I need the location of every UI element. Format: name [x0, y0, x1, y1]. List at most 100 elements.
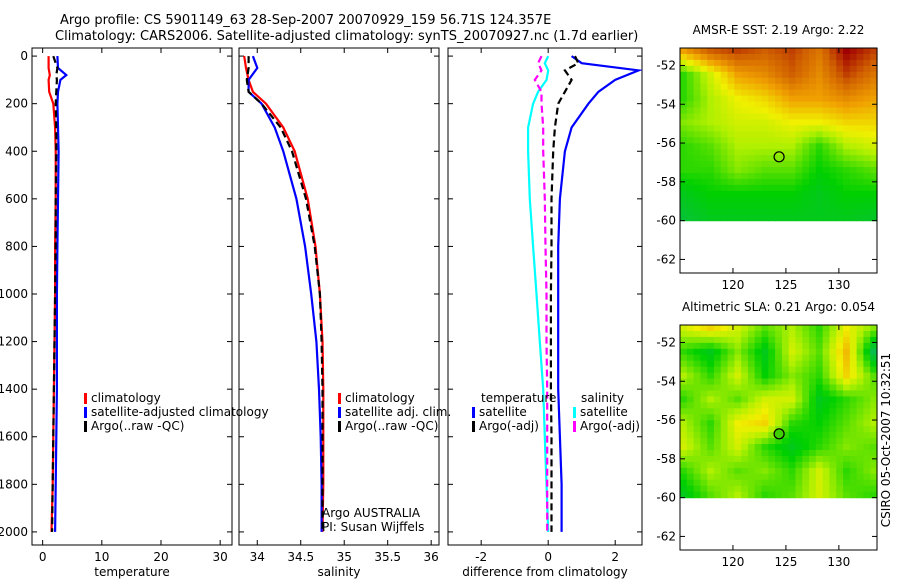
y-tick-label: -60 — [656, 214, 676, 228]
heatmap-cell — [788, 149, 797, 156]
heatmap-cell — [693, 479, 701, 487]
heatmap-cell — [870, 208, 878, 216]
heatmap-cell — [856, 491, 865, 499]
heatmap-cell — [829, 414, 837, 421]
heatmap-cell — [720, 390, 729, 398]
heatmap-cell — [843, 384, 851, 392]
heatmap-cell — [754, 190, 763, 198]
heatmap-cell — [775, 467, 783, 475]
heatmap-cell — [843, 479, 851, 487]
heatmap-cell — [843, 113, 851, 121]
heatmap-cell — [781, 402, 790, 409]
heatmap-cell — [761, 455, 769, 463]
heatmap-cell — [829, 89, 837, 97]
heatmap-cell — [680, 190, 688, 198]
heatmap-cell — [768, 143, 776, 150]
legend-label: satellite adj. clim. — [345, 405, 451, 419]
heatmap-cell — [768, 53, 776, 61]
heatmap-cell — [809, 330, 817, 338]
heatmap-cell — [863, 208, 871, 216]
heatmap-cell — [707, 378, 715, 386]
heatmap-cell — [870, 89, 878, 97]
heatmap-cell — [768, 384, 776, 392]
heatmap-cell — [788, 155, 797, 162]
heatmap-cell — [809, 184, 817, 192]
heatmap-cell — [822, 348, 831, 356]
heatmap-cell — [809, 402, 817, 409]
heatmap-cell — [802, 342, 810, 350]
x-tick-label: 36 — [424, 550, 439, 564]
heatmap-cell — [815, 77, 824, 85]
heatmap-cell — [741, 167, 749, 174]
heatmap-cell — [693, 372, 701, 380]
heatmap-cell — [843, 467, 851, 475]
heatmap-cell — [754, 360, 763, 368]
heatmap-cell — [822, 485, 831, 493]
heatmap-cell — [781, 473, 790, 481]
heatmap-cell — [836, 125, 844, 132]
heatmap-cell — [741, 71, 749, 79]
heatmap-cell — [768, 473, 776, 481]
heatmap-cell — [761, 202, 769, 210]
heatmap-cell — [781, 479, 790, 487]
heatmap-cell — [775, 473, 783, 481]
heatmap-cell — [788, 408, 797, 415]
heatmap-cell — [843, 161, 851, 168]
heatmap-cell — [768, 372, 776, 380]
heatmap-cell — [809, 53, 817, 61]
heatmap-cell — [856, 366, 865, 374]
argo-position-marker — [773, 428, 785, 440]
heatmap-cell — [741, 137, 749, 144]
heatmap-cell — [870, 420, 878, 427]
heatmap-cell — [727, 325, 735, 332]
heatmap-cell — [870, 77, 878, 85]
heatmap-cell — [849, 77, 858, 85]
heatmap-cell — [802, 107, 810, 115]
heatmap-cell — [700, 354, 708, 362]
heatmap-cell — [693, 444, 701, 451]
heatmap-cell — [809, 214, 817, 222]
heatmap-cell — [747, 432, 756, 439]
heatmap-cell — [761, 155, 769, 162]
heatmap-cell — [686, 214, 695, 222]
heatmap-cell — [836, 354, 844, 362]
heatmap-cell — [686, 414, 695, 421]
heatmap-cell — [727, 330, 735, 338]
heatmap-cell — [815, 155, 824, 162]
heatmap-cell — [788, 479, 797, 487]
heatmap-cell — [707, 360, 715, 368]
heatmap-cell — [761, 59, 769, 67]
heatmap-cell — [693, 190, 701, 198]
heatmap-cell — [693, 161, 701, 168]
heatmap-cell — [707, 83, 715, 91]
x-tick-label: 34 — [250, 550, 265, 564]
heatmap-cell — [680, 342, 688, 350]
heatmap-cell — [741, 95, 749, 103]
heatmap-cell — [713, 342, 722, 350]
heatmap-cell — [680, 214, 688, 222]
heatmap-cell — [788, 455, 797, 463]
heatmap-cell — [734, 336, 742, 344]
heatmap-cell — [856, 336, 865, 344]
y-tick-label: -56 — [656, 413, 676, 427]
heatmap-cell — [815, 48, 824, 55]
heatmap-cell — [713, 348, 722, 356]
heatmap-cell — [741, 149, 749, 156]
heatmap-cell — [795, 53, 803, 61]
heatmap-cell — [727, 167, 735, 174]
heatmap-cell — [720, 420, 729, 427]
heatmap-cell — [809, 432, 817, 439]
heatmap-cell — [788, 384, 797, 392]
legend-swatch-black — [472, 421, 475, 432]
heatmap-cell — [870, 444, 878, 451]
heatmap-cell — [843, 354, 851, 362]
heatmap-cell — [686, 107, 695, 115]
heatmap-cell — [741, 214, 749, 222]
heatmap-cell — [870, 360, 878, 368]
heatmap-cell — [727, 384, 735, 392]
heatmap-cell — [863, 59, 871, 67]
heatmap-cell — [700, 184, 708, 192]
heatmap-cell — [700, 95, 708, 103]
heatmap-cell — [836, 360, 844, 368]
heatmap-cell — [788, 173, 797, 180]
